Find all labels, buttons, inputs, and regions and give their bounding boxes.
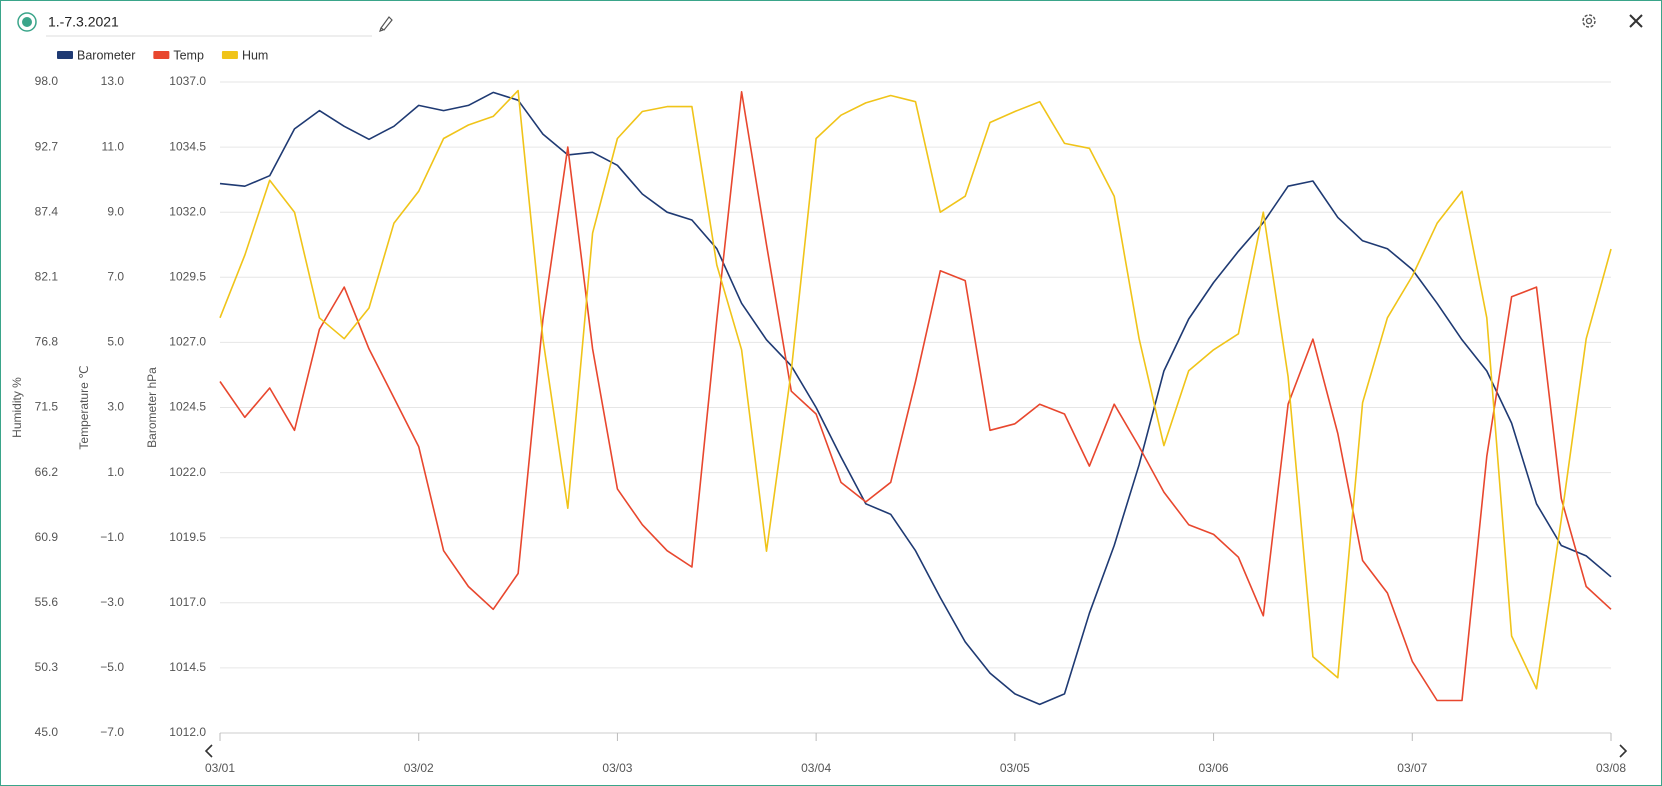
series-line [219,89,1612,690]
y-tick-label: 87.4 [35,204,59,218]
y-tick-label: 50.3 [35,660,59,674]
y-tick-label: 76.8 [35,335,59,349]
legend-swatch [153,51,170,59]
y-tick-label: 5.0 [107,335,124,349]
legend-swatch [221,51,238,59]
y-tick-label: 1019.5 [169,530,206,544]
status-icon[interactable] [17,12,37,32]
legend-label: Barometer [77,48,135,62]
y-tick-label: 1032.0 [169,204,206,218]
x-tick-label: 03/03 [602,761,632,775]
y-tick-label: −3.0 [100,595,124,609]
y-axis-title: Barometer hPa [145,367,159,448]
y-tick-label: 82.1 [35,269,59,283]
x-tick-label: 03/02 [404,761,434,775]
edit-icon[interactable] [379,16,393,32]
x-tick-label: 03/08 [1596,761,1626,775]
y-tick-label: 55.6 [35,595,59,609]
y-tick-label: 1024.5 [169,400,206,414]
y-tick-label: 1.0 [107,465,124,479]
x-tick-label: 03/07 [1397,761,1427,775]
y-tick-label: 13.0 [101,74,125,88]
y-tick-label: 1012.0 [169,725,206,739]
y-tick-label: 71.5 [35,400,59,414]
y-tick-label: 1017.0 [169,595,206,609]
x-tick-label: 03/01 [205,761,235,775]
y-axis-title: Humidity % [10,377,24,438]
status-dot [22,17,32,27]
legend-label: Hum [242,48,268,62]
y-tick-label: 9.0 [107,204,124,218]
series-line [219,91,1612,702]
legend-label: Temp [173,48,204,62]
prev-arrow[interactable] [204,744,213,758]
y-tick-label: −1.0 [100,530,124,544]
x-tick-label: 03/06 [1199,761,1229,775]
y-axis-title: Temperature ℃ [77,365,91,449]
y-tick-label: −5.0 [100,660,124,674]
y-tick-label: 60.9 [35,530,59,544]
y-tick-label: 7.0 [107,269,124,283]
y-tick-label: 3.0 [107,400,124,414]
y-tick-label: 98.0 [35,74,59,88]
x-tick-label: 03/04 [801,761,831,775]
y-tick-label: 1014.5 [169,660,206,674]
y-tick-label: 1034.5 [169,139,206,153]
y-tick-label: 45.0 [35,725,59,739]
legend-swatch [57,51,73,59]
y-tick-label: 92.7 [35,139,59,153]
y-tick-label: 1027.0 [169,335,206,349]
y-tick-label: 1037.0 [169,74,206,88]
y-tick-label: 66.2 [35,465,59,479]
y-tick-label: 1029.5 [169,269,206,283]
chart-title[interactable]: 1.-7.3.2021 [48,14,119,30]
y-tick-label: −7.0 [100,725,124,739]
close-icon[interactable] [1629,14,1643,28]
x-tick-label: 03/05 [1000,761,1030,775]
y-tick-label: 11.0 [102,139,125,153]
settings-icon[interactable] [1582,14,1596,28]
next-arrow[interactable] [1619,744,1628,758]
y-tick-label: 1022.0 [169,465,206,479]
series-line [219,91,1612,706]
